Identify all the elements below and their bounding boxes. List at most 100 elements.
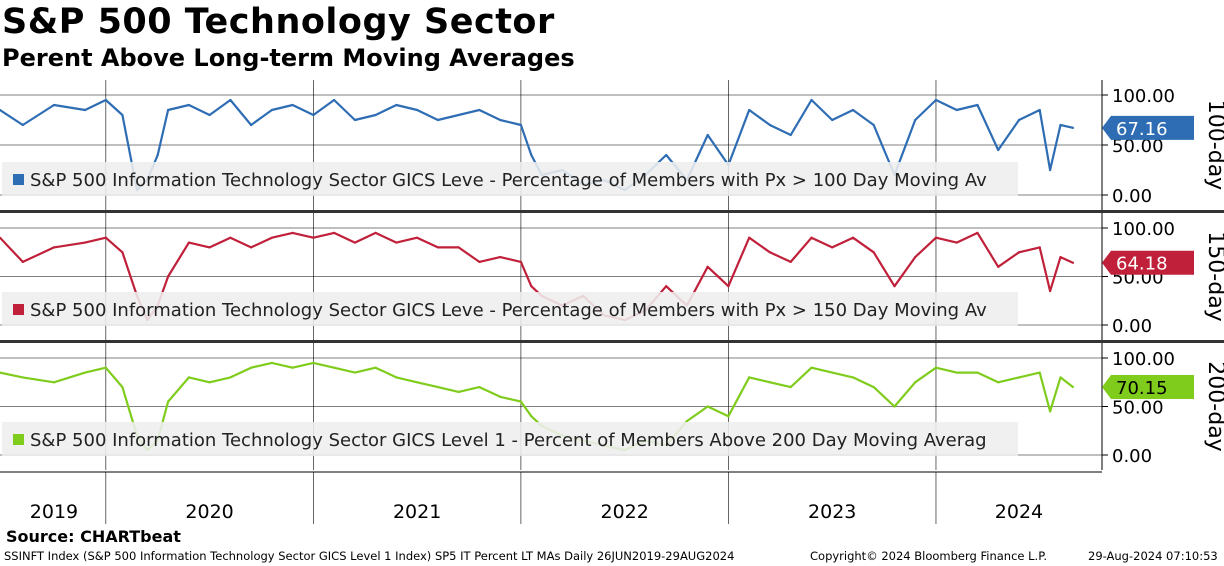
data-point (270, 108, 273, 112)
data-point (530, 415, 533, 418)
data-point (457, 390, 460, 394)
data-point (499, 118, 502, 122)
data-point (270, 236, 273, 239)
data-point (270, 361, 273, 364)
data-point (478, 386, 481, 389)
data-point (208, 381, 211, 384)
legend-swatch (13, 304, 24, 315)
data-point (187, 241, 190, 244)
data-point (104, 366, 107, 369)
legend-label: S&P 500 Information Technology Sector GI… (30, 300, 987, 321)
data-point (499, 256, 502, 259)
last-value-label: 64.18 (1116, 254, 1168, 275)
panel-100-day: S&P 500 Information Technology Sector GI… (0, 80, 1224, 210)
data-point (1059, 256, 1062, 259)
data-point (1071, 126, 1075, 129)
legend-background (2, 422, 1018, 456)
data-point (312, 113, 315, 117)
x-tick-label-2023: 2023 (808, 501, 856, 523)
data-point (83, 371, 87, 374)
data-point (810, 236, 813, 239)
data-point (519, 123, 523, 127)
panel-label: 200-day (1203, 361, 1224, 451)
data-point (478, 108, 481, 112)
data-point (872, 386, 875, 389)
data-point (457, 113, 460, 117)
panel-separator (0, 340, 1224, 343)
data-point (997, 381, 1000, 384)
data-point (52, 246, 56, 249)
data-point (872, 251, 875, 254)
legend-swatch (13, 434, 24, 445)
data-point (395, 103, 398, 107)
legend-swatch (13, 174, 24, 185)
data-point (499, 395, 502, 398)
data-point (83, 108, 87, 112)
data-point (997, 265, 1000, 268)
data-point (685, 419, 689, 423)
panel-separator (0, 210, 1224, 213)
panel-label: 150-day (1203, 231, 1224, 321)
x-tick-label-2019: 2019 (30, 501, 78, 523)
data-point (1017, 251, 1021, 254)
data-point (457, 246, 460, 249)
data-point (1049, 289, 1052, 293)
x-tick-label-2020: 2020 (185, 501, 233, 523)
data-point (167, 400, 170, 403)
data-point (312, 236, 315, 239)
data-point (748, 236, 751, 239)
data-point (976, 371, 979, 374)
data-point (291, 103, 294, 107)
data-point (789, 260, 792, 264)
last-value-badge (1102, 374, 1194, 399)
data-point (250, 366, 253, 369)
data-point (768, 251, 772, 254)
data-point (748, 108, 751, 112)
series-line-150-day (0, 231, 1074, 322)
data-point (1059, 123, 1062, 127)
data-point (810, 366, 813, 369)
data-point (436, 386, 439, 389)
data-point (789, 133, 792, 137)
data-point (353, 371, 356, 374)
data-point (104, 236, 107, 239)
data-point (530, 285, 533, 288)
data-point (333, 98, 336, 102)
data-point (768, 381, 772, 384)
data-point (955, 108, 958, 112)
data-point (893, 285, 896, 288)
data-point (250, 246, 253, 249)
data-point (955, 371, 958, 374)
data-point (914, 381, 917, 384)
source-label: Source: CHARTbeat (6, 527, 181, 546)
data-point (1059, 376, 1062, 379)
y-tick-label: 0.00 (1112, 446, 1152, 467)
data-point (914, 256, 917, 259)
data-point (52, 103, 56, 107)
data-point (21, 376, 24, 379)
data-point (727, 415, 730, 418)
data-point (353, 118, 356, 122)
data-point (395, 376, 398, 379)
footer-copyright: Copyright© 2024 Bloomberg Finance L.P. (810, 549, 1047, 563)
data-point (353, 241, 356, 244)
data-point (208, 113, 211, 117)
data-point (21, 260, 24, 264)
legend-label: S&P 500 Information Technology Sector GI… (30, 170, 987, 191)
panel-label: 100-day (1203, 100, 1224, 190)
data-point (706, 133, 709, 137)
data-point (121, 251, 124, 254)
data-point (291, 366, 294, 369)
data-point (436, 118, 439, 122)
data-point (0, 236, 2, 239)
data-point (0, 108, 2, 112)
data-point (478, 260, 481, 264)
data-point (976, 231, 979, 234)
data-point (312, 361, 315, 364)
data-point (416, 236, 419, 239)
legend-background (2, 162, 1018, 196)
data-point (395, 241, 398, 244)
legend-background (2, 292, 1018, 326)
chart-subtitle: Perent Above Long-term Moving Averages (2, 44, 575, 72)
data-point (1038, 371, 1041, 374)
